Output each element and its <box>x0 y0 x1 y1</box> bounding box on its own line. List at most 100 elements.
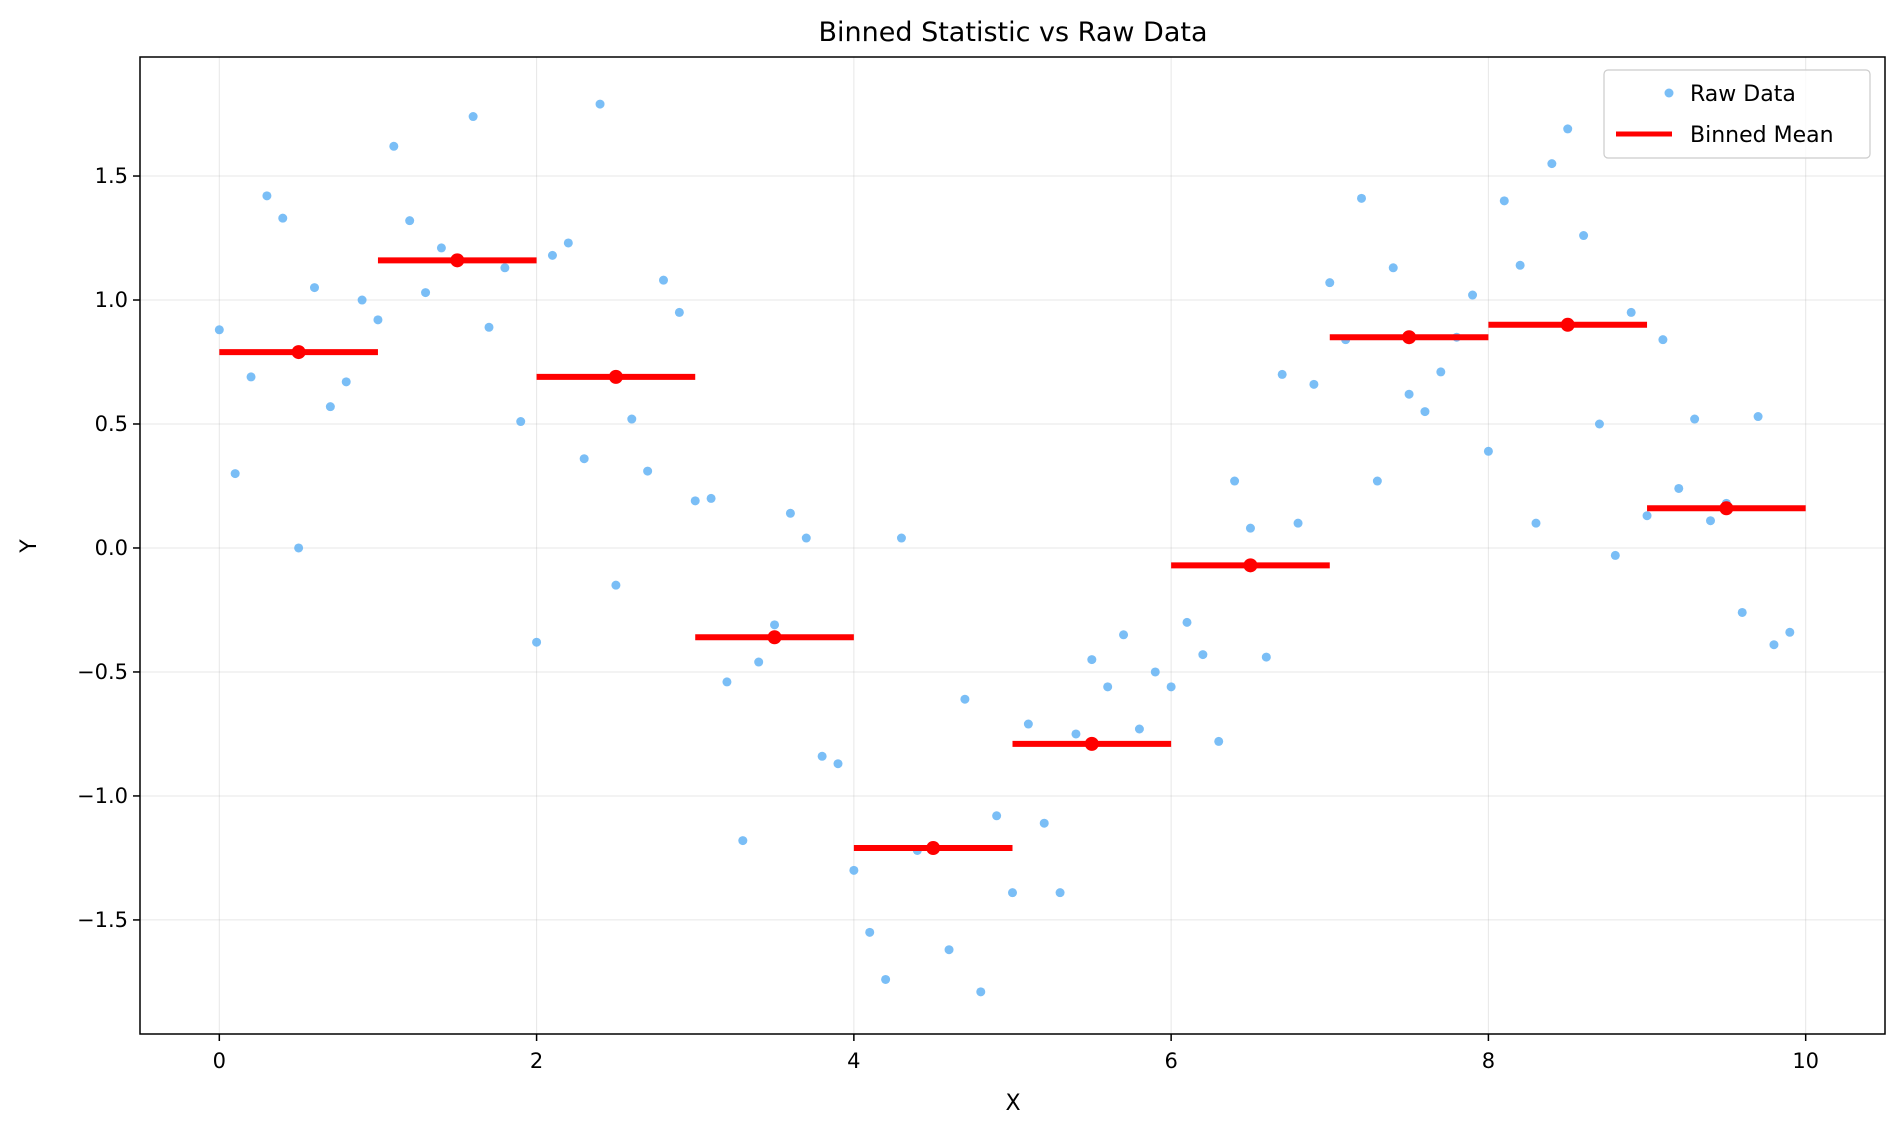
raw-data-point <box>992 811 1002 821</box>
raw-data-point <box>1515 260 1525 270</box>
raw-data-point <box>563 238 573 248</box>
raw-data-point <box>627 414 637 424</box>
raw-data-point <box>1372 476 1382 486</box>
legend-raw-data-label: Raw Data <box>1690 82 1796 107</box>
raw-data-point <box>468 112 478 122</box>
chart-title: Binned Statistic vs Raw Data <box>819 17 1208 48</box>
raw-data-point <box>1039 818 1049 828</box>
raw-data-point <box>1182 617 1192 627</box>
raw-data-point <box>1008 888 1017 898</box>
y-tick-label: −1.0 <box>77 784 128 808</box>
raw-data-point <box>1769 640 1779 650</box>
raw-data-point <box>1357 193 1366 203</box>
raw-data-point <box>310 283 319 293</box>
raw-data-point <box>833 759 843 769</box>
raw-data-point <box>1420 407 1430 417</box>
raw-data-point <box>1563 124 1573 134</box>
raw-data-point <box>1436 367 1446 377</box>
x-tick-label: 0 <box>213 1049 226 1073</box>
raw-data-point <box>1610 550 1620 560</box>
raw-data-point <box>357 295 367 305</box>
binned-mean-point <box>1560 317 1575 332</box>
x-axis: 0 2 4 6 8 10 <box>213 1034 1819 1073</box>
x-tick-label: 6 <box>1164 1049 1177 1073</box>
raw-data-point <box>1594 419 1604 429</box>
raw-data-point <box>659 275 668 285</box>
legend-binned-mean-label: Binned Mean <box>1690 123 1834 148</box>
raw-data-point <box>674 307 684 317</box>
raw-data-point <box>1468 290 1478 300</box>
raw-data-point <box>1309 379 1319 389</box>
raw-data-point <box>1737 607 1747 617</box>
y-axis: −1.5 −1.0 −0.5 0.0 0.5 1.0 1.5 <box>77 164 140 932</box>
raw-data-point <box>1277 369 1287 379</box>
y-axis-label: Y <box>17 539 42 554</box>
raw-data-point <box>389 141 399 151</box>
raw-data-point <box>865 927 875 937</box>
raw-data-point <box>1579 231 1589 241</box>
y-tick-label: 0.5 <box>95 412 128 436</box>
raw-data-point <box>976 987 986 997</box>
raw-data-point <box>1642 511 1652 521</box>
raw-data-point <box>1245 523 1255 533</box>
binned-mean-point <box>608 369 623 384</box>
raw-data-point <box>214 325 224 335</box>
binned-mean-point <box>926 841 941 856</box>
binned-mean-point <box>1719 501 1734 516</box>
raw-data-point <box>1134 724 1144 734</box>
raw-data-point <box>1293 518 1303 528</box>
raw-data-point <box>785 508 795 518</box>
x-tick-label: 10 <box>1792 1049 1819 1073</box>
binned-mean-point <box>1402 330 1417 345</box>
plot-frame <box>139 56 1886 1035</box>
raw-data-point <box>1071 729 1081 739</box>
raw-data-point <box>1499 196 1509 206</box>
raw-data-point <box>278 213 288 223</box>
raw-data-point <box>547 250 557 260</box>
raw-data-point <box>1753 412 1763 422</box>
raw-data-point <box>944 945 954 955</box>
raw-data-point <box>896 533 906 543</box>
raw-data-point <box>1087 655 1097 665</box>
raw-data-point <box>960 694 970 704</box>
y-tick-label: −1.5 <box>77 908 128 932</box>
raw-data-point <box>1404 389 1414 399</box>
raw-data-point <box>1785 627 1795 637</box>
raw-data-point <box>1119 630 1129 640</box>
raw-data-point <box>579 454 589 464</box>
x-tick-label: 4 <box>847 1049 860 1073</box>
raw-data-point <box>1150 667 1160 677</box>
binned-mean-point <box>767 630 782 645</box>
grid-lines <box>140 57 1885 1034</box>
raw-data-point <box>690 496 700 506</box>
binned-mean-point <box>1084 736 1099 751</box>
raw-data-point <box>1388 263 1398 273</box>
raw-data-point <box>230 469 240 479</box>
raw-data-point <box>801 533 811 543</box>
raw-data-point <box>325 402 335 412</box>
raw-data-point <box>1023 719 1033 729</box>
raw-data-point <box>246 372 256 382</box>
raw-data-point <box>706 493 716 503</box>
raw-data-point <box>738 836 748 846</box>
raw-data-point <box>516 417 526 427</box>
y-tick-label: 0.0 <box>95 536 128 560</box>
legend: Raw Data Binned Mean <box>1603 69 1871 159</box>
raw-data-point <box>500 263 510 273</box>
y-tick-label: 1.5 <box>95 164 128 188</box>
raw-data-point <box>421 288 431 298</box>
x-tick-label: 2 <box>530 1049 543 1073</box>
raw-data-point <box>643 466 653 476</box>
raw-data-point <box>1706 516 1715 526</box>
binned-mean-point <box>450 253 465 268</box>
raw-data-point <box>611 580 621 590</box>
raw-data-point <box>595 99 605 109</box>
y-tick-label: 1.0 <box>95 288 128 312</box>
raw-data-point <box>1483 446 1493 456</box>
raw-data-point <box>1674 483 1684 493</box>
raw-data-point <box>881 974 891 984</box>
raw-data-point <box>1658 335 1668 345</box>
raw-data-point <box>770 620 780 630</box>
raw-data-point <box>817 751 827 761</box>
raw-data-point <box>1626 307 1636 317</box>
